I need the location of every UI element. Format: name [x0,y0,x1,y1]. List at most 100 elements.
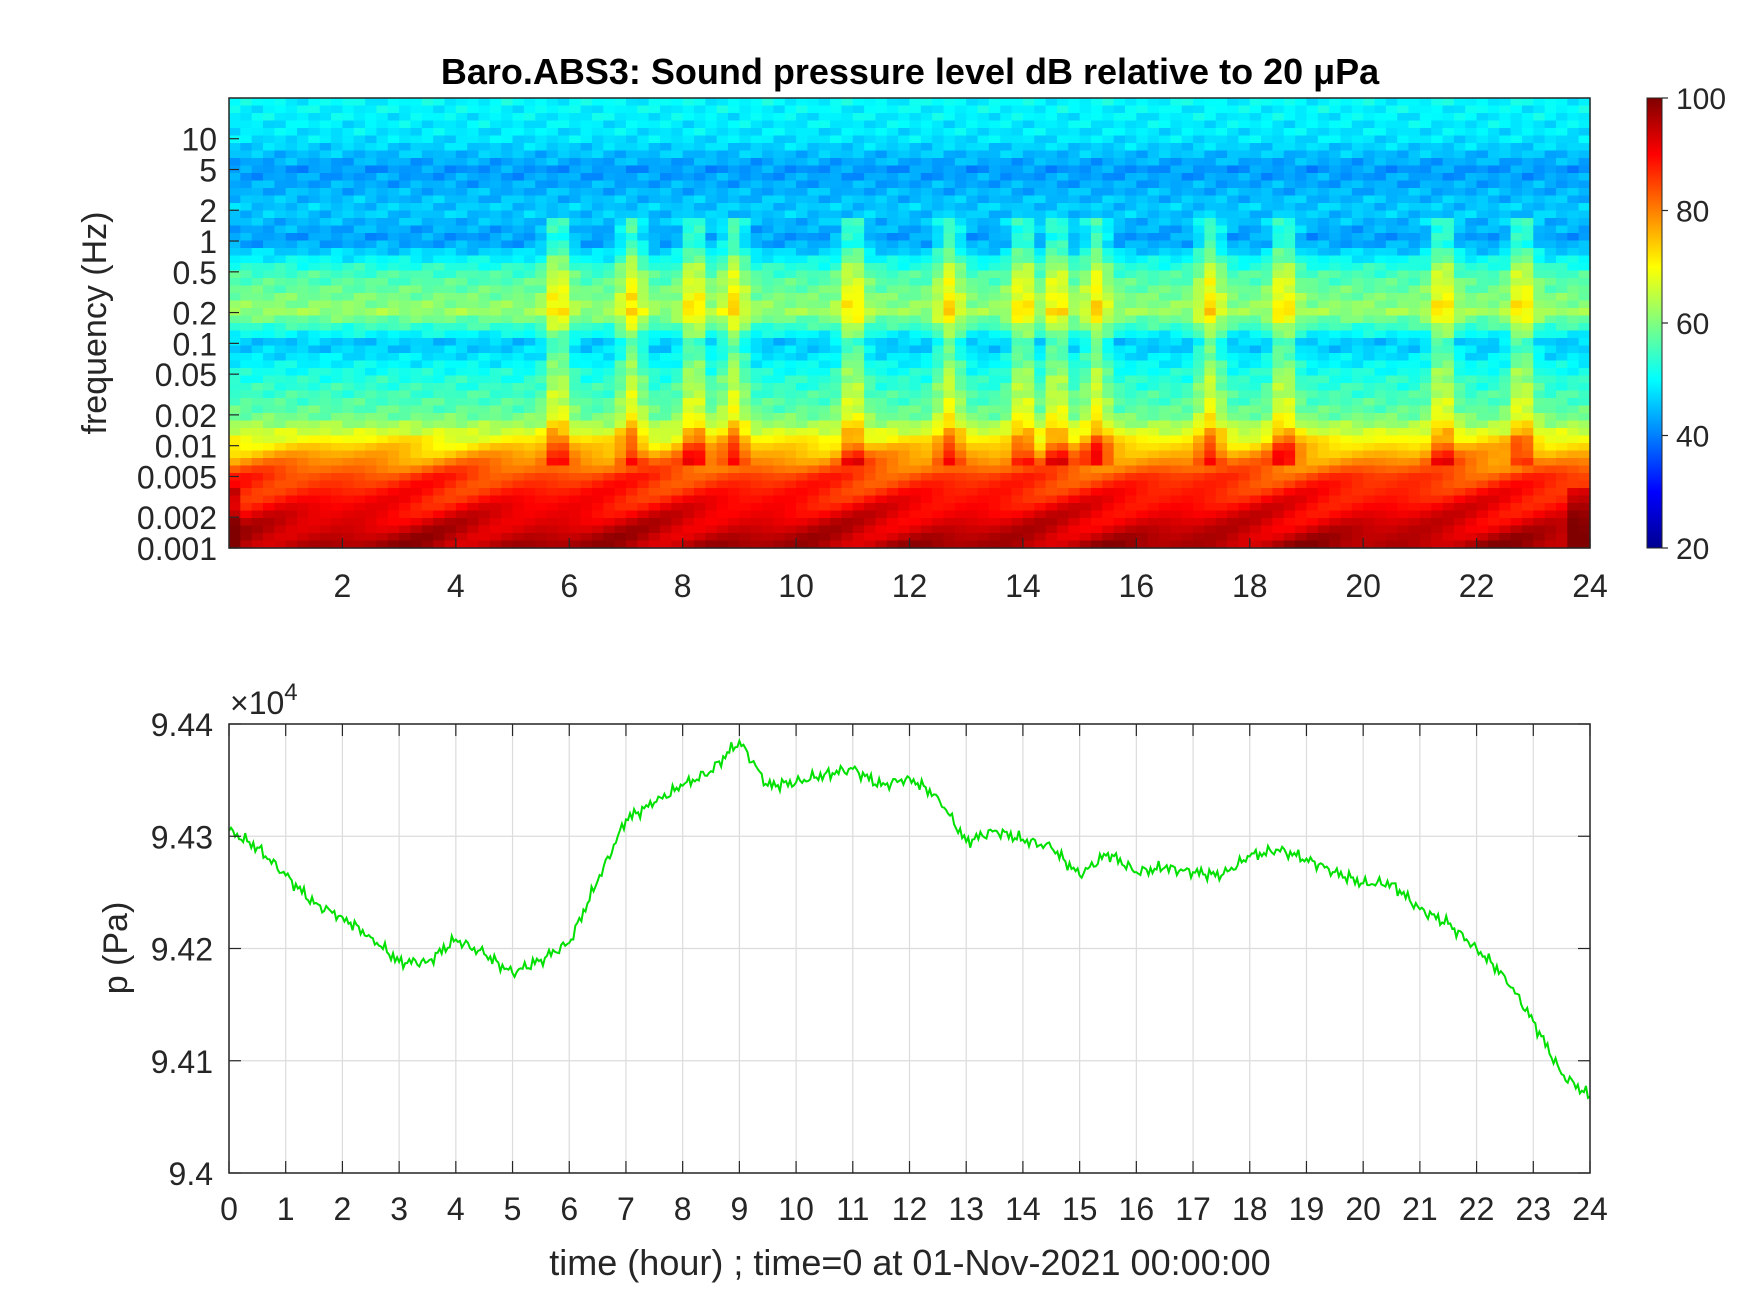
spectrogram-cell [1045,413,1058,422]
spectrogram-cell [1079,113,1092,122]
spectrogram-cell [659,420,672,429]
spectrogram-cell [274,323,287,332]
spectrogram-cell [1022,458,1035,467]
spectrogram-cell [1113,278,1126,287]
spectrogram-cell [1147,360,1160,369]
spectrogram-cell [433,495,446,504]
spectrogram-cell [569,450,582,459]
spectrogram-cell [932,120,945,129]
spectrogram-cell [297,143,309,152]
spectrogram-cell [954,323,967,332]
spectrogram-cell [353,390,366,399]
spectrogram-cell [977,255,990,264]
spectrogram-cell [614,480,627,489]
spectrogram-cell [682,210,695,219]
spectrogram-cell [1056,368,1069,377]
spectrogram-cell [433,143,446,152]
spectrogram-cell [1079,233,1092,242]
spectrogram-cell [1136,308,1149,317]
spectrogram-cell [807,323,820,332]
spectrogram-cell [841,368,854,377]
spectrogram-cell [943,480,956,489]
spectrogram-cell [988,180,1001,189]
spectrogram-cell [535,158,548,167]
spectrogram-cell [308,488,321,497]
spectrogram-cell [1113,98,1126,107]
spectrogram-cell [523,180,536,189]
spectrogram-cell [376,518,389,527]
spectrogram-cell [920,435,933,444]
spectrogram-cell [1056,375,1069,384]
spectrogram-cell [784,375,797,384]
spectrogram-cell [1159,210,1171,219]
spectrogram-cell [1102,450,1115,459]
spectrogram-cell [319,248,332,257]
spectrogram-cell [240,300,253,309]
spectrogram-cell [739,188,752,197]
spectrogram-cell [637,255,650,264]
spectrogram-cell [285,240,298,249]
spectrogram-cell [546,128,559,137]
spectrogram-cell [659,233,672,242]
spectrogram-cell [319,263,332,272]
spectrogram-cell [421,465,434,474]
spectrogram-cell [1102,383,1115,392]
spectrogram-cell [251,495,264,504]
spectrogram-cell [1022,240,1035,249]
spectrogram-cell [297,495,309,504]
spectrogram-cell [1113,383,1126,392]
spectrogram-cell [1034,120,1047,129]
spectrogram-cell [512,263,525,272]
spectrogram-cell [274,525,287,534]
spectrogram-cell [1045,143,1058,152]
spectrogram-cell [535,353,548,362]
spectrogram-cell [1170,188,1183,197]
spectrogram-cell [569,510,582,519]
spectrogram-cell [966,330,979,339]
spectrogram-cell [1147,443,1160,452]
spectrogram-cell [1136,525,1149,534]
spectrogram-cell [818,518,831,527]
spectrogram-cell [1147,510,1160,519]
spectrogram-cell [1000,143,1013,152]
spectrogram-cell [614,150,627,159]
spectrogram-cell [716,375,729,384]
spectrogram-cell [1136,300,1149,309]
spectrogram-cell [1000,188,1013,197]
spectrogram-cell [1159,128,1171,137]
spectrogram-cell [614,338,627,347]
spectrogram-cell [478,210,491,219]
spectrogram-cell [841,173,854,182]
spectrogram-cell [659,218,672,227]
spectrogram-cell [637,135,650,144]
spectrogram-cell [263,315,275,324]
spectrogram-cell [886,413,899,422]
spectrogram-cell [852,98,865,107]
spectrogram-cell [784,495,797,504]
spectrogram-cell [739,338,752,347]
spectrogram-cell [875,338,888,347]
spectrogram-cell [864,353,877,362]
spectrogram-cell [920,375,933,384]
spectrogram-cell [501,165,514,174]
spectrogram-cell [818,278,831,287]
spectrogram-cell [285,413,298,422]
spectrogram-cell [331,278,344,287]
spectrogram-cell [240,503,253,512]
spectrogram-cell [841,308,854,317]
spectrogram-cell [728,225,740,234]
spectrogram-cell [852,473,865,482]
spectrogram-cell [263,105,275,114]
spectrogram-cell [784,458,797,467]
spectrogram-cell [251,465,264,474]
spectrogram-cell [784,210,797,219]
spectrogram-cell [1034,150,1047,159]
spectrogram-cell [569,308,582,317]
spectrogram-cell [285,278,298,287]
spectrogram-cell [229,315,241,324]
spectrogram-cell [331,428,344,437]
spectrogram-cell [478,390,491,399]
spectrogram-cell [569,465,582,474]
spectrogram-cell [648,188,661,197]
spectrogram-cell [659,188,672,197]
